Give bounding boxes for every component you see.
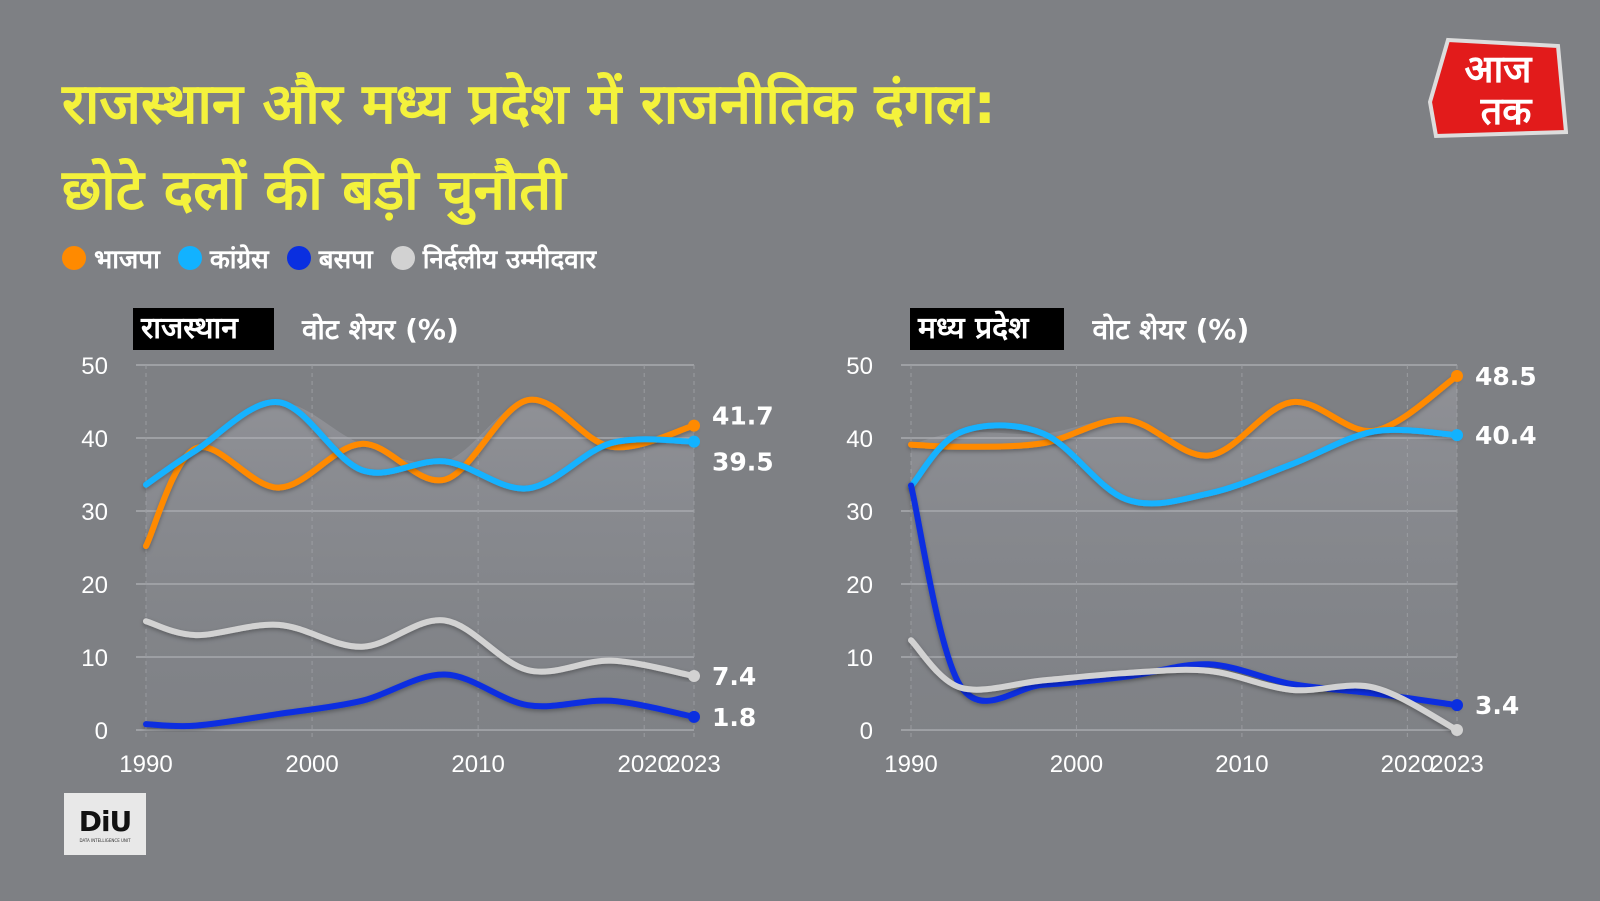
y-tick-label: 30	[846, 499, 873, 526]
x-tick-label: 2000	[285, 751, 338, 778]
y-tick-label: 50	[846, 353, 873, 380]
legend-dot-icon	[62, 246, 86, 270]
x-tick-label: 1990	[884, 751, 937, 778]
area-fill	[146, 399, 694, 730]
series-line-1	[908, 422, 1460, 507]
legend-item-inc: कांग्रेस	[177, 240, 269, 276]
legend-label: निर्दलीय उम्मीदवार	[422, 245, 597, 275]
y-axis-label: वोट शेयर (%)	[301, 313, 459, 346]
svg-text:आज: आज	[1464, 47, 1533, 91]
y-tick-label: 40	[846, 426, 873, 453]
chart-header-rajasthan: राजस्थान वोट शेयर (%)	[133, 308, 459, 350]
diu-logo: DiU DATA INTELLIGENCE UNIT	[64, 793, 146, 855]
series-line-3	[143, 617, 697, 679]
series-line-2	[143, 671, 697, 730]
end-point	[1451, 369, 1463, 382]
y-tick-label: 10	[81, 645, 108, 672]
y-tick-label: 40	[81, 426, 108, 453]
x-tick-label: 1990	[119, 751, 172, 778]
data-label: 40.4	[1475, 421, 1537, 450]
area-fill	[911, 375, 1457, 730]
page-title: राजस्थान और मध्य प्रदेश में राजनीतिक दंग…	[62, 62, 996, 234]
x-tick-label: 2023	[1430, 751, 1483, 778]
legend-item-bjp: भाजपा	[62, 240, 160, 276]
aaj-tak-logo: आज तक	[1427, 32, 1569, 146]
legend-label: भाजपा	[94, 245, 160, 275]
y-tick-label: 30	[81, 499, 108, 526]
svg-text:तक: तक	[1480, 89, 1534, 133]
y-axis-label: वोट शेयर (%)	[1092, 313, 1250, 346]
series-line-1	[143, 399, 697, 492]
y-tick-label: 10	[846, 645, 873, 672]
data-label: 48.5	[1475, 362, 1537, 391]
legend-item-bsp: बसपा	[286, 240, 373, 276]
legend-dot-icon	[177, 246, 202, 270]
chart-header-mp: मध्य प्रदेश वोट शेयर (%)	[910, 308, 1249, 350]
data-label: 39.5	[712, 448, 774, 477]
x-tick-label: 2020	[1381, 751, 1434, 778]
y-tick-label: 50	[81, 353, 108, 380]
legend-label: बसपा	[318, 245, 373, 275]
y-tick-label: 20	[846, 572, 873, 599]
title-line-1: राजस्थान और मध्य प्रदेश में राजनीतिक दंग…	[62, 72, 996, 137]
data-label: 41.7	[712, 402, 774, 431]
end-point	[688, 710, 700, 723]
y-tick-label: 0	[95, 718, 108, 745]
x-tick-label: 2023	[667, 751, 720, 778]
data-label: 7.4	[712, 662, 756, 691]
legend: भाजपा कांग्रेस बसपा निर्दलीय उम्मीदवार	[62, 240, 596, 276]
legend-dot-icon	[286, 246, 311, 270]
end-point	[1451, 699, 1463, 712]
chart-title: मध्य प्रदेश	[910, 308, 1065, 350]
legend-dot-icon	[390, 246, 415, 270]
x-tick-label: 2010	[451, 751, 504, 778]
end-point	[1451, 724, 1463, 736]
series-line-3	[908, 637, 1460, 733]
title-line-2: छोटे दलों की बड़ी चुनौती	[62, 158, 566, 223]
end-point	[688, 419, 700, 432]
x-tick-label: 2020	[617, 751, 670, 778]
legend-label: कांग्रेस	[209, 245, 269, 275]
end-point	[688, 669, 700, 682]
x-tick-label: 2000	[1050, 751, 1103, 778]
data-label: 1.8	[712, 703, 756, 732]
x-tick-label: 2010	[1215, 751, 1268, 778]
end-point	[1451, 429, 1463, 442]
legend-item-independent: निर्दलीय उम्मीदवार	[390, 240, 597, 276]
data-label: 3.4	[1475, 691, 1519, 720]
chart-title: राजस्थान	[133, 308, 274, 350]
y-tick-label: 20	[81, 572, 108, 599]
end-point	[688, 435, 700, 448]
y-tick-label: 0	[860, 718, 873, 745]
